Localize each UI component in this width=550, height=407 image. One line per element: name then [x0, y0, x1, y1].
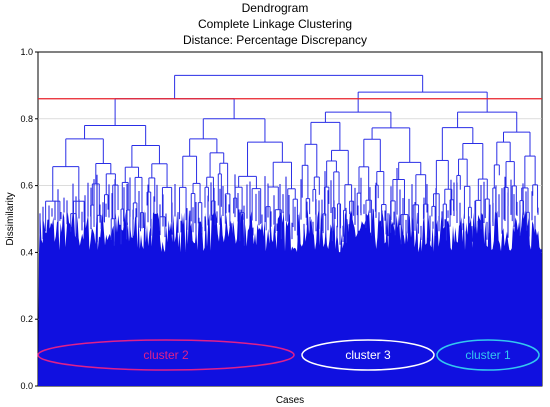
chart-subtitle: Complete Linkage Clustering [197, 17, 353, 31]
cluster-label: cluster 1 [465, 348, 511, 362]
y-tick-label: 0.4 [20, 247, 33, 257]
x-axis-label: Cases [276, 395, 304, 406]
cluster-label: cluster 3 [345, 348, 391, 362]
chart-title: Dendrogram [241, 1, 309, 15]
y-tick-label: 0.8 [20, 114, 33, 124]
cluster-label: cluster 2 [143, 348, 189, 362]
cluster-ellipse [37, 339, 295, 371]
cluster-ellipse [301, 339, 435, 371]
y-tick-label: 0.6 [20, 181, 33, 191]
y-axis-ticks: 0.0 0.2 0.4 0.6 0.8 1.0 [20, 47, 38, 391]
chart-title-block: Dendrogram Complete Linkage Clustering D… [0, 0, 550, 48]
y-tick-label: 0.0 [20, 381, 33, 391]
y-tick-label: 1.0 [20, 47, 33, 57]
dendrogram-tree [45, 74, 539, 246]
dendrogram-dense-region [38, 167, 542, 386]
cluster-annotations: cluster 2 cluster 3 cluster 1 [37, 339, 540, 371]
chart-subtitle-distance: Distance: Percentage Discrepancy [182, 33, 368, 47]
cluster-ellipse [436, 339, 540, 371]
y-tick-label: 0.2 [20, 314, 33, 324]
dense-leaf-area [38, 209, 542, 386]
y-axis-label: Dissimilarity [5, 192, 16, 245]
